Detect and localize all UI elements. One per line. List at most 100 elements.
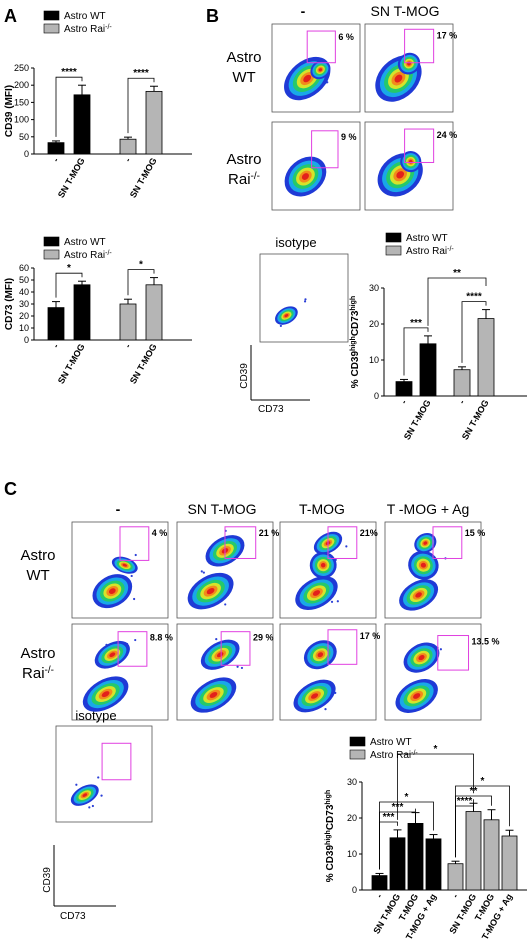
density-contour xyxy=(209,692,218,699)
event-dot xyxy=(91,804,94,808)
significance-bracket xyxy=(55,76,83,137)
density-contour xyxy=(82,793,88,797)
row-label-line2: Rai-/- xyxy=(228,171,260,189)
row-label-b-wt: Astro WT xyxy=(226,49,261,86)
density-contour xyxy=(122,563,127,567)
event-dot xyxy=(200,570,203,573)
bar-wt-0 xyxy=(371,875,388,891)
significance-label: **** xyxy=(466,292,482,303)
event-dot xyxy=(224,603,227,606)
gate-percent: 17 % xyxy=(437,30,458,40)
gate-percent: 13.5 % xyxy=(472,637,500,647)
significance-label: * xyxy=(434,744,438,755)
column-header: T -MOG + Ag xyxy=(387,501,470,517)
density-contour xyxy=(415,592,422,598)
density-contour xyxy=(284,314,289,318)
row-label-line2: Rai-/- xyxy=(22,665,54,683)
legend-c: Astro WT Astro Rai-/- xyxy=(349,736,418,762)
column-header: SN T-MOG xyxy=(371,3,440,19)
density-contour xyxy=(312,590,321,596)
flow-c-rai-0: 8.8 % xyxy=(71,623,173,721)
bar-rai-3 xyxy=(501,835,518,891)
event-dot xyxy=(88,806,91,809)
gate-box xyxy=(224,526,257,559)
gate-box xyxy=(306,30,336,64)
significance-label: *** xyxy=(410,318,422,329)
bar-rai-0 xyxy=(453,369,471,397)
y-tick-label: 30 xyxy=(19,299,29,309)
flow-c-rai-1: 29 % xyxy=(176,623,273,721)
flow-c-wt-2: 21% xyxy=(279,521,378,619)
flow-b-wt-ctrl: 6 % xyxy=(271,23,361,113)
y-tick-label: 250 xyxy=(14,63,29,73)
y-axis-label: % CD39highCD73high xyxy=(325,790,337,882)
y-tick-label: 100 xyxy=(14,115,29,125)
flow-plot-frame xyxy=(364,23,454,113)
significance-bracket xyxy=(55,272,83,298)
flow-plot-frame xyxy=(55,725,153,823)
event-dot xyxy=(236,665,239,668)
column-header: - xyxy=(301,3,306,19)
legend-label-wt: Astro WT xyxy=(406,233,448,244)
panel-label-B: B xyxy=(206,6,219,26)
category-label: - xyxy=(51,156,61,164)
flow-c-rai-3: 13.5 % xyxy=(384,623,500,721)
bar-wt-0 xyxy=(47,307,65,341)
legend-swatch-wt xyxy=(385,232,402,243)
y-tick-label: 10 xyxy=(369,355,379,365)
category-label: - xyxy=(51,342,61,350)
event-dot xyxy=(304,298,307,301)
significance-label: * xyxy=(139,260,143,271)
row-label-line1: Astro xyxy=(226,49,261,66)
gate-box xyxy=(327,526,358,559)
significance-label: * xyxy=(481,776,485,787)
legend-label-rai: Astro Rai-/- xyxy=(64,24,112,36)
legend-swatch-wt xyxy=(43,236,60,247)
legend-label-rai: Astro Rai-/- xyxy=(370,750,418,762)
event-dot xyxy=(75,783,78,786)
bar-rai-0 xyxy=(119,138,137,155)
event-dot xyxy=(303,300,307,303)
bar-wt-0 xyxy=(47,142,65,155)
significance-label: **** xyxy=(61,67,77,78)
significance-bracket xyxy=(127,269,155,296)
significance-label: * xyxy=(67,263,71,274)
density-contour xyxy=(420,562,426,568)
bar-wt-2 xyxy=(407,823,424,891)
density-contour xyxy=(310,693,319,699)
event-dot xyxy=(215,637,218,641)
flow-c-wt-0: 4 % xyxy=(71,521,169,619)
gate-box xyxy=(311,130,339,169)
row-label-c-rai: Astro Rai-/- xyxy=(20,645,55,682)
gate-percent: 6 % xyxy=(338,32,354,42)
significance-label: * xyxy=(405,792,409,803)
legend-swatch-rai xyxy=(349,749,366,760)
density-contour xyxy=(109,652,116,658)
row-label-c-wt: Astro WT xyxy=(20,547,55,584)
bar-rai-1 xyxy=(145,90,163,155)
gate-box xyxy=(404,128,435,163)
category-label: - xyxy=(374,892,384,900)
y-tick-label: 150 xyxy=(14,97,29,107)
density-contour xyxy=(216,652,224,658)
gate-percent: 4 % xyxy=(152,528,168,538)
column-header: - xyxy=(116,501,121,517)
gate-box xyxy=(220,631,251,666)
category-label: SN T-MOG xyxy=(128,156,159,200)
density-contour xyxy=(206,588,215,595)
y-tick-label: 20 xyxy=(347,813,357,823)
significance-bracket xyxy=(379,801,434,870)
gate-percent: 17 % xyxy=(360,631,381,641)
density-contour xyxy=(394,74,403,83)
significance-bracket xyxy=(127,77,155,134)
gate-percent: 15 % xyxy=(465,528,486,538)
significance-bracket xyxy=(461,301,487,363)
row-label-line2: WT xyxy=(232,69,255,86)
gate-box xyxy=(101,742,132,781)
category-label: SN T-MOG xyxy=(128,342,159,386)
legend-swatch-wt xyxy=(349,736,366,747)
gate-box xyxy=(117,631,148,667)
